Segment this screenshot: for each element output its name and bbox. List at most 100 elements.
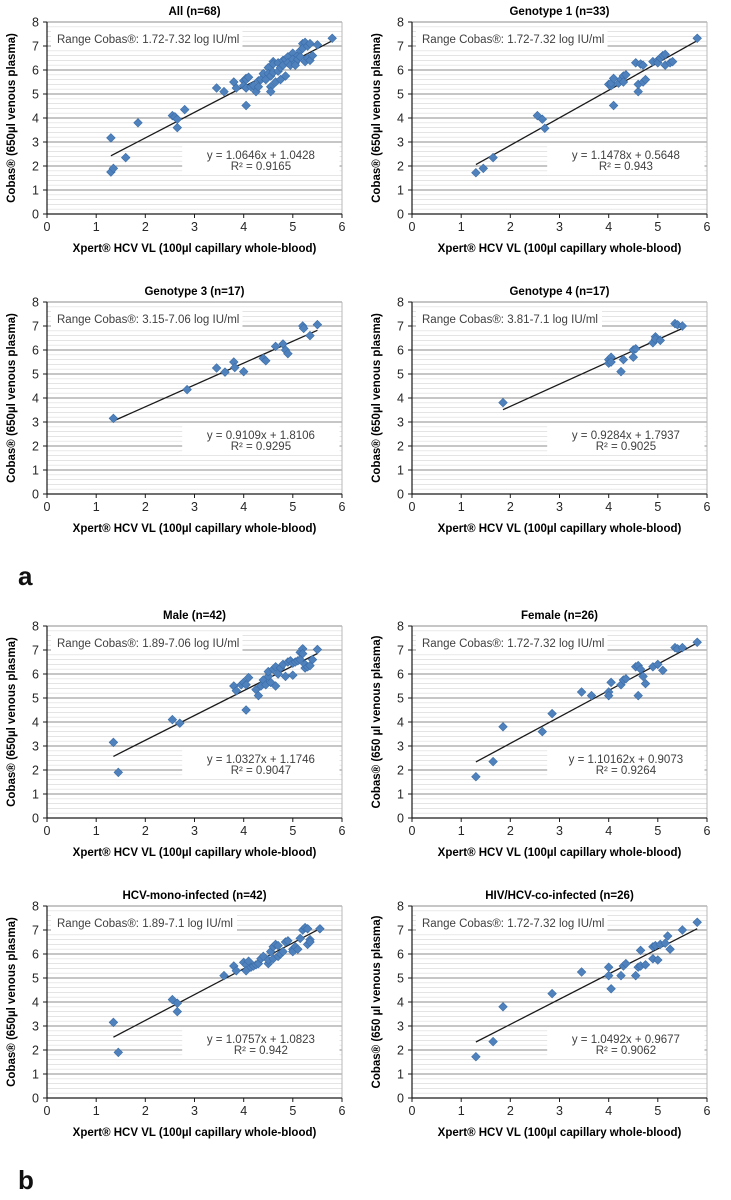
range-annotation: Range Cobas®: 1.89-7.1 log IU/ml [57,918,233,930]
equation-label: y = 1.0492x + 0.9677 [572,1034,680,1046]
y-axis-title: Cobas® (650µl venous plasma) [6,33,18,203]
r-squared-label: R² = 0.9295 [231,441,291,453]
chart-title: HIV/HCV-co-infected (n=26) [485,890,634,902]
data-point-marker [290,60,301,70]
equation-label: y = 1.10162x + 0.9073 [569,754,683,766]
y-tick-label: 0 [32,812,39,826]
y-axis-title: Cobas® (650µl venous plasma) [371,33,383,203]
data-point-marker [478,163,489,174]
x-tick-label: 4 [605,500,612,514]
data-point-marker [108,163,119,174]
data-point-marker [179,104,190,115]
equation-box [182,747,340,780]
y-tick-label: 3 [32,740,39,754]
data-point-marker [660,938,670,948]
data-point-marker [312,319,323,330]
equation-label: y = 1.0327x + 1.1746 [207,754,315,766]
y-tick-label: 0 [397,812,404,826]
x-tick-label: 4 [240,1104,247,1118]
x-tick-label: 5 [654,824,661,838]
x-tick-label: 5 [289,824,296,838]
range-annotation-box [416,633,608,652]
x-tick-label: 6 [339,500,346,514]
y-tick-label: 1 [32,788,39,802]
data-point-marker [241,705,251,715]
range-annotation: Range Cobas®: 3.81-7.1 log IU/ml [422,314,598,326]
r-squared-label: R² = 0.9165 [231,161,291,173]
data-point-marker [532,110,543,121]
chart-title: Male (n=42) [163,610,226,622]
data-point-marker [113,767,124,778]
y-tick-label: 7 [397,320,404,334]
y-tick-label: 0 [32,488,39,502]
data-point-marker [211,83,222,93]
range-annotation: Range Cobas®: 1.72-7.32 log IU/ml [422,638,604,650]
y-tick-label: 7 [397,924,404,938]
equation-label: y = 0.9284x + 1.7937 [572,430,680,442]
data-point-marker [537,114,548,124]
y-axis-title: Cobas® (650 µl venous plasma) [371,915,383,1088]
data-point-marker [297,648,308,659]
data-point-marker [677,642,688,653]
y-tick-label: 8 [397,16,404,30]
y-tick-label: 3 [32,136,39,150]
panel-b-label: b [18,1165,34,1195]
x-tick-label: 3 [556,1104,563,1118]
data-point-marker [616,366,626,377]
y-tick-label: 7 [32,644,39,658]
trendline [113,652,318,757]
data-point-marker [547,988,557,999]
data-point-marker [658,665,668,676]
chart-title: Genotype 1 (n=33) [509,6,609,18]
data-point-marker [618,77,629,87]
x-tick-label: 3 [191,1104,198,1118]
data-point-marker [175,718,185,728]
data-point-marker [305,937,315,947]
chart-title: HCV-mono-infected (n=42) [122,890,266,902]
y-tick-label: 7 [397,644,404,658]
data-point-marker [540,123,550,134]
panel-a: Range Cobas®: 1.72-7.32 log IU/ml y = 1.0… [0,2,731,592]
y-tick-label: 3 [397,416,404,430]
data-point-marker [638,60,648,70]
x-tick-label: 5 [289,220,296,234]
x-tick-label: 6 [339,1104,346,1118]
y-tick-label: 5 [397,972,404,986]
range-annotation-box [416,913,608,932]
equation-box [547,143,705,176]
equation-label: y = 1.0757x + 1.0823 [207,1034,315,1046]
data-point-marker [498,1002,508,1012]
y-axis-title: Cobas® (650µl venous plasma) [6,637,18,807]
y-tick-label: 7 [32,320,39,334]
y-tick-label: 1 [397,788,404,802]
y-tick-label: 4 [32,716,39,730]
data-point-marker [182,384,192,395]
y-tick-label: 2 [32,1044,39,1058]
x-tick-label: 3 [191,824,198,838]
y-tick-label: 1 [32,184,39,198]
y-tick-label: 8 [32,620,39,634]
y-tick-label: 6 [397,948,404,962]
data-point-marker [603,690,614,701]
y-tick-label: 3 [397,136,404,150]
data-point-marker [621,70,631,80]
y-axis-title: Cobas® (650µl venous plasma) [371,313,383,483]
data-point-marker [120,152,131,163]
x-tick-label: 0 [409,500,416,514]
data-point-marker [293,944,303,954]
equation-label: y = 1.0646x + 1.0428 [207,150,315,162]
data-point-marker [270,681,281,691]
x-tick-label: 0 [44,824,51,838]
equation-box [182,1027,340,1060]
chart-title: Genotype 3 (n=17) [144,286,244,298]
data-point-marker [608,73,619,84]
y-tick-label: 7 [32,40,39,54]
y-tick-label: 3 [397,1020,404,1034]
data-point-marker [172,122,183,133]
y-tick-label: 4 [397,996,404,1010]
data-point-marker [498,722,508,732]
x-tick-label: 1 [458,500,465,514]
x-tick-label: 2 [142,824,149,838]
data-point-marker [307,50,318,61]
y-tick-label: 5 [32,692,39,706]
